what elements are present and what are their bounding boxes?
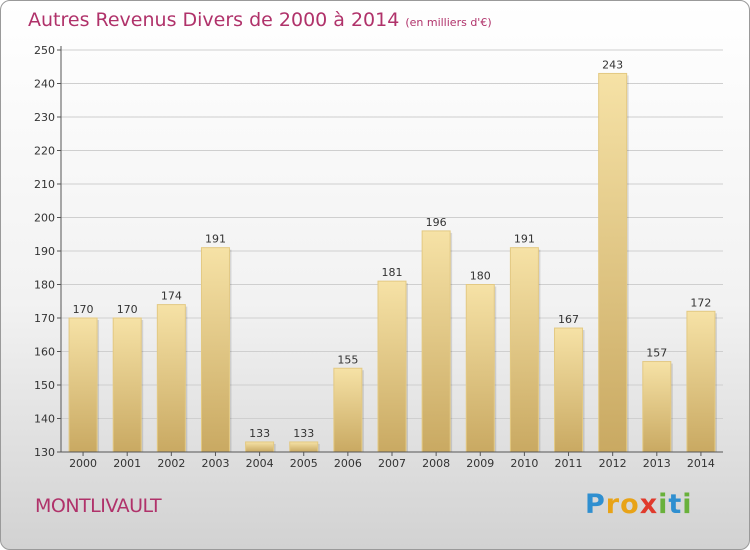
x-tick-label: 2013 [643, 457, 671, 470]
logo-letter: t [668, 489, 683, 520]
x-tick-label: 2014 [687, 457, 715, 470]
bar-value-label: 181 [382, 266, 403, 279]
bar [642, 361, 672, 453]
bar-value-label: 167 [558, 313, 579, 326]
x-tick-label: 2006 [334, 457, 362, 470]
logo-letter: o [620, 489, 640, 520]
bar [245, 441, 275, 453]
bar [598, 72, 628, 453]
bar-value-label: 157 [646, 347, 667, 360]
bar-value-label: 172 [690, 296, 711, 309]
y-tick-label: 240 [34, 78, 55, 91]
bar-value-label: 133 [293, 427, 314, 440]
y-tick-label: 250 [34, 44, 55, 57]
y-tick-label: 170 [34, 312, 55, 325]
bar [289, 441, 319, 453]
logo-letter: i [658, 489, 669, 520]
bar-value-label: 174 [161, 290, 182, 303]
y-tick-label: 140 [34, 413, 55, 426]
bar-value-label: 191 [514, 233, 535, 246]
bar [333, 367, 363, 453]
bar [200, 247, 230, 453]
x-tick-label: 2010 [510, 457, 538, 470]
y-tick-label: 200 [34, 212, 55, 225]
bar-value-label: 170 [117, 303, 138, 316]
bar-value-label: 180 [470, 270, 491, 283]
x-tick-label: 2012 [599, 457, 627, 470]
bar [554, 327, 584, 453]
bar-value-label: 191 [205, 233, 226, 246]
x-tick-label: 2003 [201, 457, 229, 470]
y-tick-label: 180 [34, 279, 55, 292]
proxiti-logo: Proxiti [585, 489, 693, 520]
y-tick-label: 130 [34, 446, 55, 459]
y-tick-label: 150 [34, 379, 55, 392]
x-tick-label: 2008 [422, 457, 450, 470]
bar [465, 284, 495, 453]
town-name: MONTLIVAULT [35, 495, 162, 517]
y-tick-label: 210 [34, 178, 55, 191]
bar-value-label: 170 [73, 303, 94, 316]
y-tick-label: 220 [34, 145, 55, 158]
y-tick-label: 160 [34, 346, 55, 359]
chart-subtitle: (en milliers d'€) [405, 16, 492, 29]
y-tick-label: 230 [34, 111, 55, 124]
x-tick-label: 2000 [69, 457, 97, 470]
x-tick-label: 2007 [378, 457, 406, 470]
bar [377, 280, 407, 453]
x-tick-label: 2002 [157, 457, 185, 470]
chart-title: Autres Revenus Divers de 2000 à 2014 (en … [28, 9, 492, 31]
bar-value-label: 133 [249, 427, 270, 440]
bar [112, 317, 142, 453]
x-tick-label: 2004 [246, 457, 274, 470]
x-tick-label: 2001 [113, 457, 141, 470]
logo-letter: x [639, 489, 659, 520]
bar [68, 317, 98, 453]
x-tick-label: 2005 [290, 457, 318, 470]
bar [421, 230, 451, 453]
bar-value-label: 196 [426, 216, 447, 229]
y-tick-label: 190 [34, 245, 55, 258]
logo-letter: i [682, 489, 693, 520]
bar [509, 247, 539, 453]
bar-value-label: 155 [337, 353, 358, 366]
x-tick-label: 2011 [555, 457, 583, 470]
bar [686, 310, 716, 453]
bar [156, 304, 186, 453]
bar-value-label: 243 [602, 58, 623, 71]
logo-letter: P [585, 489, 606, 520]
x-tick-label: 2009 [466, 457, 494, 470]
logo-letter: r [605, 489, 621, 520]
chart-title-text: Autres Revenus Divers de 2000 à 2014 [28, 9, 400, 31]
